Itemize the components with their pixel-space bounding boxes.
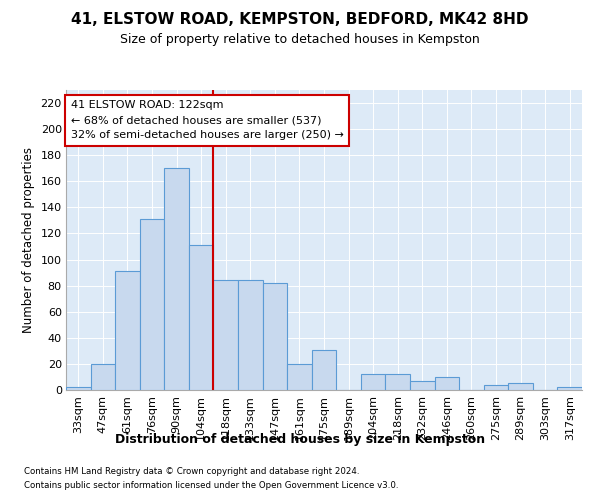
Bar xyxy=(410,381,434,390)
Bar xyxy=(140,219,164,390)
Bar xyxy=(434,377,459,390)
Bar xyxy=(214,280,238,390)
Bar xyxy=(263,283,287,390)
Text: Distribution of detached houses by size in Kempston: Distribution of detached houses by size … xyxy=(115,432,485,446)
Text: Size of property relative to detached houses in Kempston: Size of property relative to detached ho… xyxy=(120,32,480,46)
Bar xyxy=(115,272,140,390)
Bar xyxy=(91,364,115,390)
Bar xyxy=(189,245,214,390)
Bar xyxy=(66,388,91,390)
Bar xyxy=(484,385,508,390)
Bar xyxy=(164,168,189,390)
Text: 41 ELSTOW ROAD: 122sqm
← 68% of detached houses are smaller (537)
32% of semi-de: 41 ELSTOW ROAD: 122sqm ← 68% of detached… xyxy=(71,100,344,140)
Text: Contains public sector information licensed under the Open Government Licence v3: Contains public sector information licen… xyxy=(24,481,398,490)
Bar xyxy=(385,374,410,390)
Y-axis label: Number of detached properties: Number of detached properties xyxy=(22,147,35,333)
Bar xyxy=(557,388,582,390)
Text: Contains HM Land Registry data © Crown copyright and database right 2024.: Contains HM Land Registry data © Crown c… xyxy=(24,468,359,476)
Bar xyxy=(287,364,312,390)
Bar xyxy=(508,384,533,390)
Bar xyxy=(312,350,336,390)
Bar xyxy=(238,280,263,390)
Bar xyxy=(361,374,385,390)
Text: 41, ELSTOW ROAD, KEMPSTON, BEDFORD, MK42 8HD: 41, ELSTOW ROAD, KEMPSTON, BEDFORD, MK42… xyxy=(71,12,529,28)
